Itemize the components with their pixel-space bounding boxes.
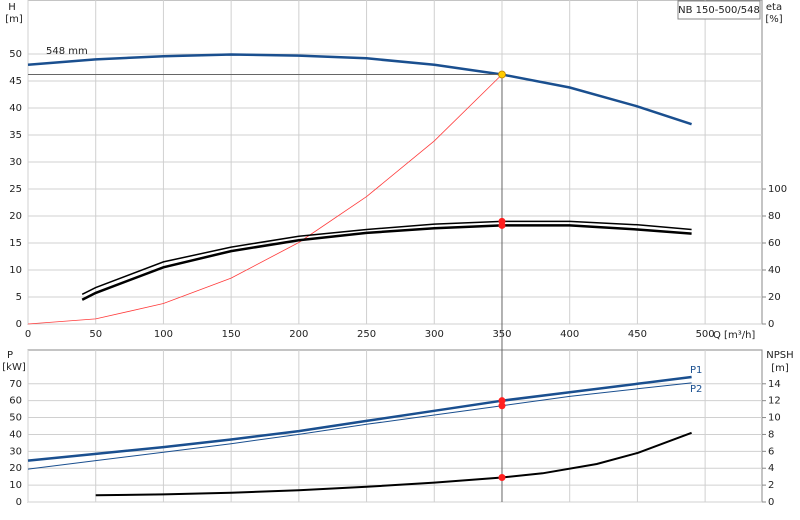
- y2-tick-label: 0: [768, 497, 774, 508]
- y-tick-label: 30: [9, 446, 22, 457]
- curve: [81, 224, 692, 301]
- chart-title: NB 150-500/548: [678, 5, 760, 16]
- x-tick-label: 200: [289, 329, 308, 340]
- y-tick-label: 35: [9, 130, 22, 141]
- x-tick-label: 50: [89, 329, 102, 340]
- series-label: P1: [690, 365, 702, 376]
- curve: [95, 431, 692, 497]
- y-tick-label: 10: [9, 265, 22, 276]
- y-tick-label: 5: [16, 292, 22, 303]
- y-tick-label: 10: [9, 480, 22, 491]
- y2-unit: [%]: [765, 14, 782, 25]
- title-box: [677, 0, 761, 20]
- y2-tick-label: 6: [768, 446, 774, 457]
- x-tick-label: 500: [696, 329, 715, 340]
- plot-frame: [27, 349, 763, 503]
- y-label: P: [7, 350, 13, 361]
- curve: [81, 220, 692, 295]
- y-tick-label: 0: [16, 319, 22, 330]
- y-tick-label: 50: [9, 49, 22, 60]
- operating-point: [498, 402, 506, 410]
- curve: [27, 375, 692, 462]
- y2-tick-label: 12: [768, 396, 781, 407]
- y2-tick-label: 2: [768, 480, 774, 491]
- y2-tick-label: 4: [768, 463, 774, 474]
- y2-tick-label: 14: [768, 379, 781, 390]
- y-tick-label: 30: [9, 157, 22, 168]
- y-tick-label: 60: [9, 396, 22, 407]
- operating-point: [498, 397, 506, 405]
- y2-unit: [m]: [771, 363, 789, 374]
- y-tick-label: 20: [9, 463, 22, 474]
- y-tick-label: 0: [16, 497, 22, 508]
- x-tick-label: 400: [560, 329, 579, 340]
- operating-point: [498, 221, 506, 229]
- y2-label: NPSH: [766, 350, 793, 361]
- y2-tick-label: 8: [768, 429, 774, 440]
- series-label: P2: [690, 384, 702, 395]
- curve: [27, 74, 503, 325]
- y-tick-label: 20: [9, 211, 22, 222]
- x-tick-label: 250: [357, 329, 376, 340]
- y-tick-label: 45: [9, 76, 22, 87]
- x-tick-label: 0: [25, 329, 31, 340]
- y-tick-label: 15: [9, 238, 22, 249]
- y2-tick-label: 60: [768, 238, 781, 249]
- curve: [27, 53, 692, 126]
- x-tick-label: 300: [425, 329, 444, 340]
- operating-point: [498, 70, 506, 79]
- y2-tick-label: 100: [768, 184, 787, 195]
- y-label: H: [8, 2, 16, 13]
- x-tick-label: 100: [154, 329, 173, 340]
- y2-tick-label: 40: [768, 265, 781, 276]
- y2-label: eta: [766, 2, 782, 13]
- y-tick-label: 70: [9, 379, 22, 390]
- curve: [27, 382, 692, 470]
- y-tick-label: 50: [9, 413, 22, 424]
- y-tick-label: 25: [9, 184, 22, 195]
- y2-tick-label: 80: [768, 211, 781, 222]
- y-unit: [kW]: [2, 362, 26, 373]
- operating-point: [498, 474, 506, 482]
- y-tick-label: 40: [9, 429, 22, 440]
- y2-tick-label: 10: [768, 413, 781, 424]
- y-unit: [m]: [5, 14, 23, 25]
- y2-tick-label: 0: [768, 319, 774, 330]
- annotation: 548 mm: [46, 46, 88, 57]
- y-tick-label: 40: [9, 103, 22, 114]
- x-tick-label: 150: [222, 329, 241, 340]
- x-label: Q [m³/h]: [713, 330, 755, 341]
- y2-tick-label: 20: [768, 292, 781, 303]
- x-tick-label: 450: [628, 329, 647, 340]
